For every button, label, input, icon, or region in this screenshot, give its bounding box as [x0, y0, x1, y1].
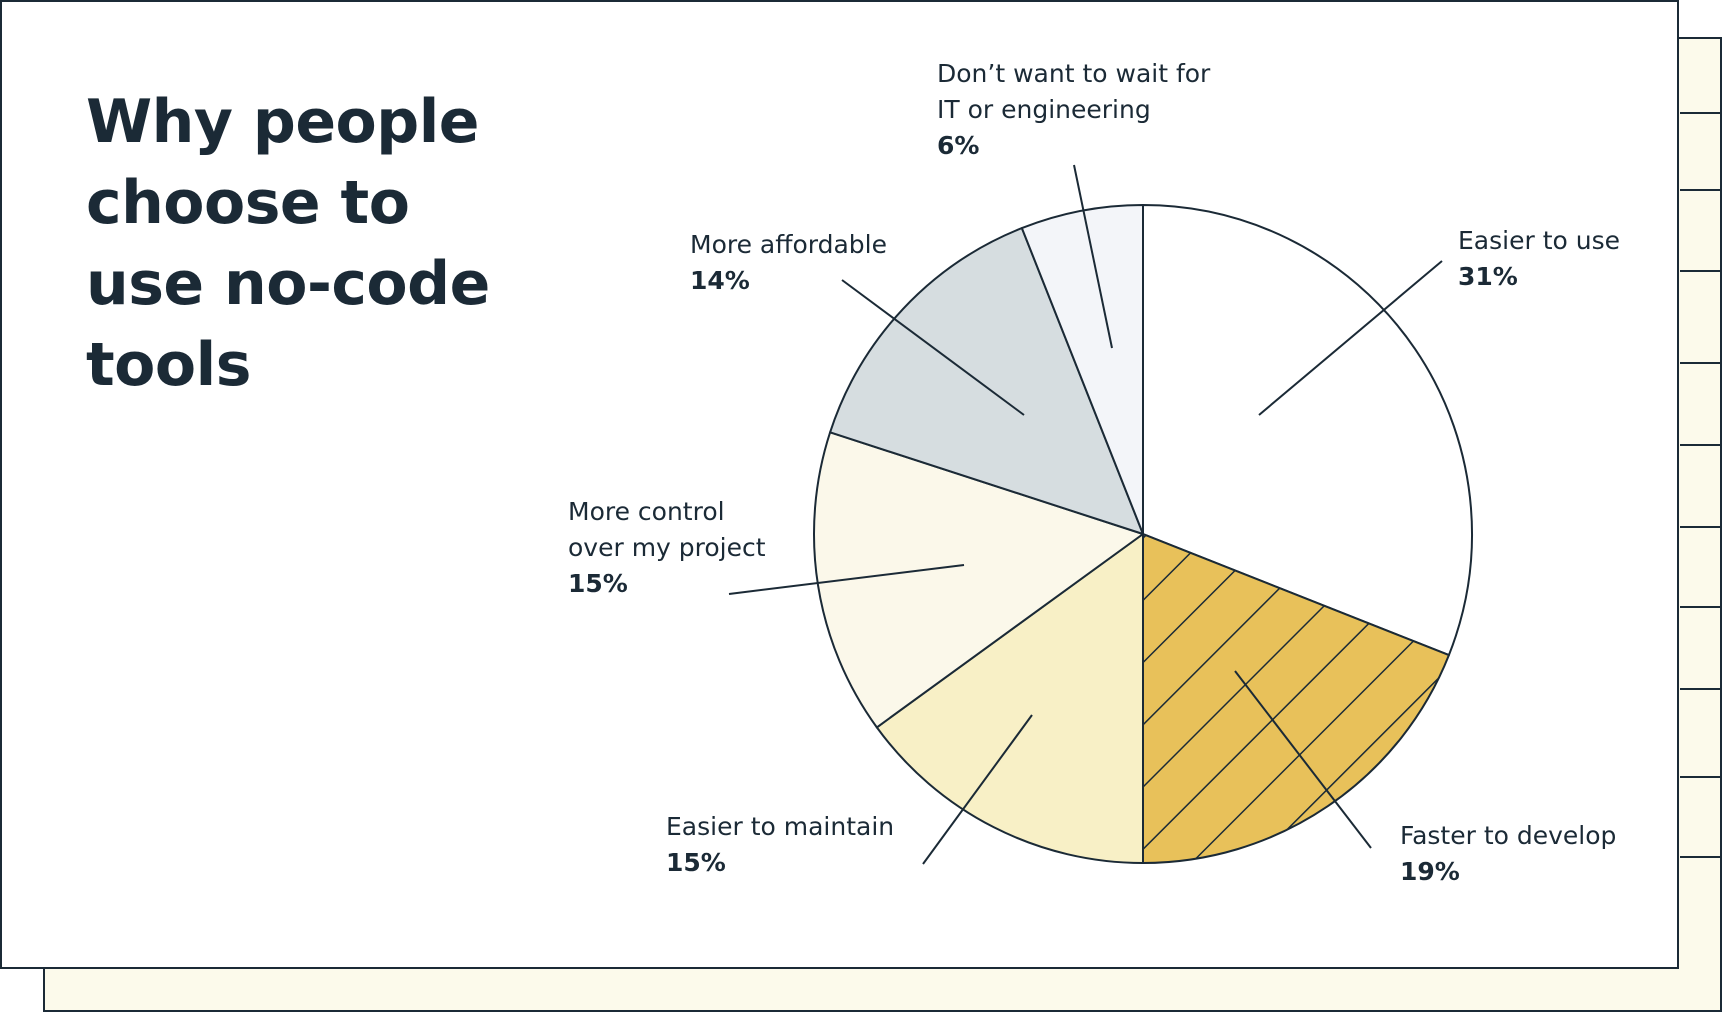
leader-line: [728, 564, 965, 595]
category-label: More affordable: [690, 230, 887, 259]
value-label: 15%: [568, 569, 628, 598]
pie-slice: [812, 431, 1144, 729]
leader-line: [1073, 164, 1113, 349]
slice-label: Easier to use 31%: [1458, 223, 1678, 295]
leader-line: [922, 714, 1033, 865]
leader-line: [1234, 670, 1372, 849]
category-label: More control over my project: [568, 497, 766, 562]
value-label: 31%: [1458, 262, 1518, 291]
slice-label: Easier to maintain 15%: [666, 809, 926, 881]
category-label: Don’t want to wait for IT or engineering: [937, 59, 1211, 124]
chart-title: Why people choose to use no-code tools: [86, 87, 490, 400]
value-label: 14%: [690, 266, 750, 295]
value-label: 6%: [937, 131, 980, 160]
category-label: Easier to use: [1458, 226, 1620, 255]
leader-lines: [728, 164, 1443, 865]
category-label: Easier to maintain: [666, 812, 895, 841]
pie: [812, 204, 1473, 864]
pie-slice: [1142, 204, 1473, 657]
slice-label: Faster to develop 19%: [1400, 818, 1660, 890]
slice-label: More affordable 14%: [690, 227, 950, 299]
category-label: Faster to develop: [1400, 821, 1617, 850]
pie-slice: [875, 533, 1144, 864]
value-label: 19%: [1400, 857, 1460, 886]
slice-label: Don’t want to wait for IT or engineering…: [937, 56, 1217, 164]
pie-slice: [1142, 533, 1450, 864]
pie-slice: [1020, 204, 1144, 535]
pie-slice: [829, 227, 1144, 535]
leader-line: [841, 279, 1025, 416]
leader-line: [1258, 260, 1443, 416]
slice-label: More control over my project 15%: [568, 494, 788, 602]
value-label: 15%: [666, 848, 726, 877]
